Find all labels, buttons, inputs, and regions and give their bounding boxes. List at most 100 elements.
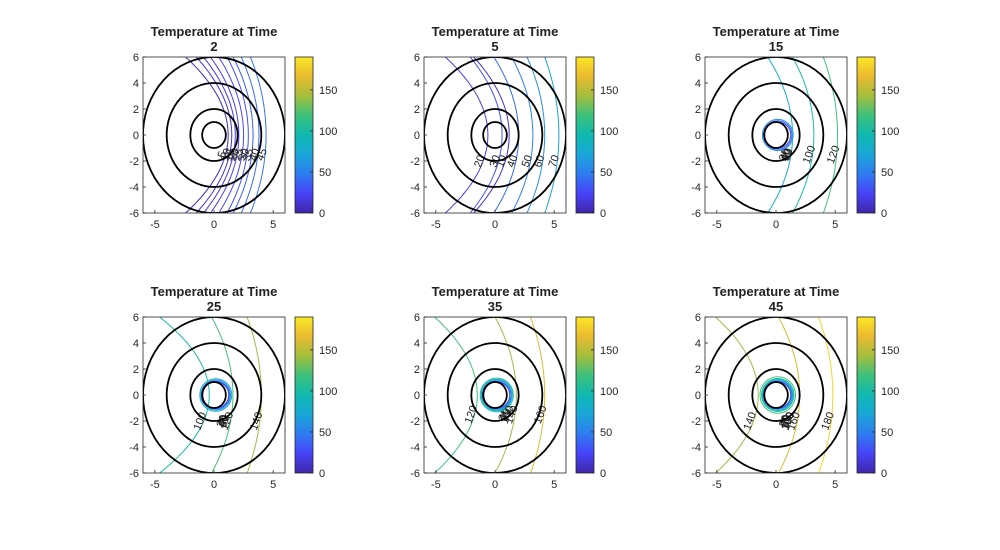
contour-line: [200, 379, 232, 411]
contour-label: 100: [192, 411, 210, 432]
y-tick-label: -4: [691, 442, 701, 454]
contour-line: [199, 378, 233, 412]
colorbar: [856, 56, 876, 214]
x-tick-label: 0: [211, 219, 217, 231]
y-tick-label: -2: [691, 416, 701, 428]
x-tick-label: -5: [712, 219, 722, 231]
colorbar-tick-label: 150: [881, 85, 899, 97]
boundary-ring: [751, 108, 801, 162]
contour-line: [530, 317, 546, 473]
subplot-title: Temperature at Time: [713, 284, 840, 299]
x-tick-label: -5: [431, 219, 441, 231]
boundary-ring: [763, 381, 789, 409]
contour-label: 40: [497, 407, 512, 423]
contour-line: [434, 317, 478, 473]
contour-line: [761, 377, 795, 413]
contour-line: [473, 57, 510, 213]
y-tick-label: -6: [129, 208, 139, 220]
contour-label: 180: [819, 411, 837, 432]
contour-line: [511, 57, 534, 213]
colorbar-tick-label: 150: [319, 345, 337, 357]
contour-line: [761, 118, 794, 152]
boundary-ring: [727, 82, 825, 188]
y-tick-label: -6: [410, 468, 420, 480]
subplot-time-label: 2: [210, 39, 217, 54]
contour-label: 120: [780, 411, 798, 432]
y-tick-label: -6: [691, 468, 701, 480]
y-tick-label: -4: [129, 182, 139, 194]
y-tick-label: -2: [129, 416, 139, 428]
contour-label: 20: [226, 147, 241, 163]
colorbar-tick-label: 150: [881, 345, 899, 357]
colorbar-tick-label: 50: [600, 167, 612, 179]
y-tick-label: 4: [414, 78, 420, 90]
contour-label: 140: [503, 404, 521, 425]
colorbar: [575, 316, 595, 474]
colorbar-tick-label: 100: [319, 126, 337, 138]
colorbar-tick-label: 100: [881, 386, 899, 398]
y-tick-label: 6: [414, 52, 420, 64]
contour-label: 60: [778, 413, 793, 429]
x-tick-label: 0: [211, 479, 217, 491]
contour-label: 60: [779, 147, 794, 163]
y-tick-label: -2: [410, 156, 420, 168]
y-tick-label: 0: [133, 390, 139, 402]
contour-line: [444, 57, 489, 213]
contour-label: 80: [779, 413, 794, 429]
contour-line: [159, 317, 210, 473]
contour-label: 100: [779, 411, 797, 432]
contour-label: 120: [825, 144, 843, 165]
subplot-title: Temperature at Time: [151, 24, 278, 39]
y-tick-label: 6: [414, 312, 420, 324]
contour-label: 120: [463, 404, 481, 425]
boundary-ring: [201, 121, 227, 149]
contour-line: [211, 317, 234, 473]
colorbar-tick-label: 50: [881, 167, 893, 179]
boundary-ring: [763, 121, 789, 149]
y-tick-label: -2: [410, 416, 420, 428]
boundary-ring: [201, 381, 227, 409]
contour-label: 80: [218, 413, 233, 429]
contour-label: 140: [741, 411, 759, 432]
y-tick-label: 0: [414, 390, 420, 402]
colorbar: [294, 56, 314, 214]
contour-line: [762, 379, 794, 411]
y-tick-label: 6: [133, 312, 139, 324]
y-tick-label: 6: [133, 52, 139, 64]
x-tick-label: 0: [492, 479, 498, 491]
x-tick-label: 0: [773, 219, 779, 231]
contour-line: [759, 376, 797, 414]
colorbar-tick-label: 0: [319, 208, 325, 220]
x-tick-label: 5: [832, 479, 838, 491]
x-tick-label: 5: [270, 219, 276, 231]
y-tick-label: 4: [695, 78, 701, 90]
y-tick-label: 4: [133, 78, 139, 90]
boundary-ring: [189, 108, 239, 162]
subplot-title: Temperature at Time: [432, 24, 559, 39]
y-tick-label: 0: [133, 130, 139, 142]
contour-label: 70: [547, 153, 562, 169]
y-tick-label: -6: [691, 208, 701, 220]
contour-label: 40: [778, 147, 793, 163]
contour-line: [767, 57, 794, 213]
y-tick-label: -6: [410, 208, 420, 220]
y-tick-label: -2: [129, 156, 139, 168]
contour-line: [544, 57, 560, 213]
y-tick-label: 0: [695, 130, 701, 142]
contour-line: [777, 317, 801, 473]
contour-label: 120: [219, 411, 237, 432]
y-tick-label: -6: [129, 468, 139, 480]
contour-line: [715, 317, 759, 473]
contour-line: [526, 57, 546, 213]
contour-line: [792, 57, 815, 213]
colorbar-tick-label: 100: [881, 126, 899, 138]
subplot-time-label: 15: [769, 39, 783, 54]
contour-label: 40: [505, 153, 520, 169]
